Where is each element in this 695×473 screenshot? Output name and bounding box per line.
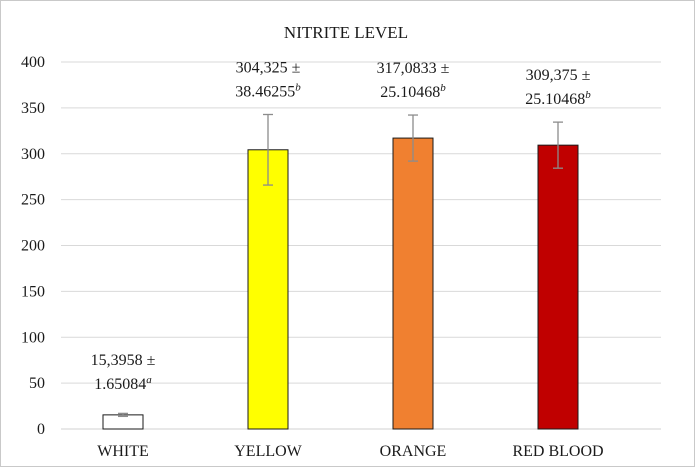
- error-bar: [553, 121, 563, 169]
- y-tick-label: 300: [21, 146, 45, 163]
- bar: [247, 149, 289, 430]
- bar: [537, 144, 579, 430]
- x-axis-labels: WHITE YELLOW ORANGE RED BLOOD: [97, 443, 603, 460]
- y-tick-label: 50: [29, 375, 45, 392]
- data-label-line2: 25.10468b: [525, 89, 591, 108]
- y-tick-label: 100: [21, 329, 45, 346]
- data-label-line1: 317,0833 ±: [377, 60, 450, 77]
- error-bar: [263, 113, 273, 186]
- data-labels: 15,3958 ± 1.65084a 304,325 ± 38.46255b 317,0…: [91, 59, 592, 393]
- error-bars: [118, 113, 563, 418]
- y-tick-label: 350: [21, 100, 45, 117]
- category-label: YELLOW: [234, 443, 302, 460]
- y-tick-label: 400: [21, 54, 45, 71]
- bar: [392, 137, 434, 430]
- y-axis-ticks: 0 50 100 150 200 250 300 350 400: [21, 54, 45, 438]
- significance-letter: a: [146, 374, 152, 386]
- chart-title: NITRITE LEVEL: [284, 23, 408, 42]
- category-label: ORANGE: [380, 443, 447, 460]
- y-tick-label: 200: [21, 238, 45, 255]
- data-label-line1: 304,325 ±: [236, 59, 301, 76]
- data-label-line2: 25.10468b: [380, 82, 446, 101]
- gridlines: [61, 61, 661, 430]
- bars: [102, 137, 579, 430]
- y-tick-label: 250: [21, 192, 45, 209]
- data-label-line2: 1.65084a: [94, 374, 152, 393]
- category-label: WHITE: [97, 443, 149, 460]
- error-bar: [408, 114, 418, 162]
- error-bar: [118, 412, 128, 418]
- data-label-line2: 38.46255b: [235, 81, 301, 100]
- category-label: RED BLOOD: [512, 443, 603, 460]
- y-tick-label: 150: [21, 283, 45, 300]
- data-label-line1: 15,3958 ±: [91, 352, 156, 369]
- significance-letter: b: [295, 81, 301, 93]
- data-label-line1: 309,375 ±: [526, 67, 591, 84]
- y-tick-label: 0: [37, 421, 45, 438]
- significance-letter: b: [585, 89, 591, 101]
- significance-letter: b: [440, 82, 446, 94]
